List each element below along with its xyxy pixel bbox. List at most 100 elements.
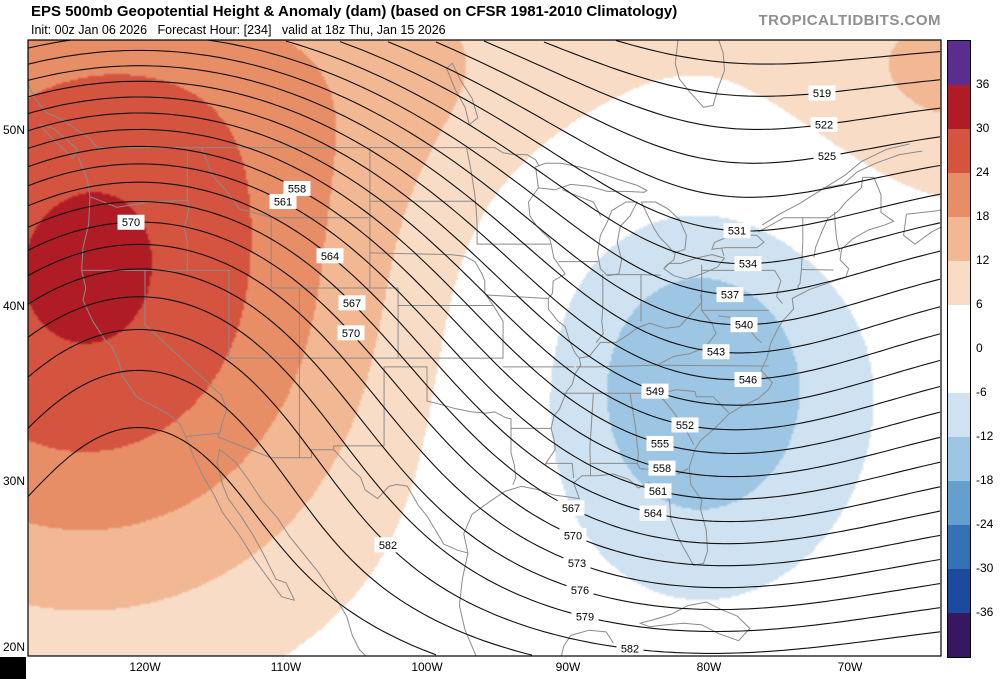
contour-line-516 [615,40,941,65]
contour-label-halo [639,505,667,521]
contour-line-549 [28,96,941,406]
contour-line-585 [28,369,533,656]
colorbar-band-0 [948,41,970,85]
contour-label-halo [716,287,744,303]
border-line [426,366,512,429]
lat-label-30N: 30N [2,474,25,488]
border-line [629,392,639,464]
contour-line-537 [28,40,941,296]
border-line [185,436,295,601]
border-line [463,220,895,566]
border-line [797,217,804,289]
border-line [800,269,834,271]
contour-line-522 [483,40,941,130]
border-line [721,248,725,256]
contour-line-588 [28,426,437,656]
colorbar-band-9 [948,481,970,525]
contour-label: 555 [651,438,669,450]
border-line [656,309,717,366]
colorbar-band-3 [948,173,970,217]
contour-line-540 [28,49,941,326]
contour-label: 552 [676,420,694,432]
contour-line-543 [28,65,941,354]
contour-label-halo [644,483,672,499]
contour-line-564 [28,181,941,523]
border-line [822,150,923,189]
colorbar-band-2 [948,129,970,173]
lon-label-120W: 120W [129,660,161,674]
border-line [576,364,658,368]
border-line [184,147,190,271]
border-line [561,189,601,217]
border-line [774,269,783,304]
contour-label: 534 [739,259,757,271]
border-line [333,448,469,554]
border-line [474,261,494,306]
contour-labels: 5195225255315345375405435465495525555585… [117,85,841,656]
geography-borders [28,40,941,656]
border-line [219,448,367,656]
border-line [597,201,638,277]
colorbar-tick--6: -6 [976,385,987,399]
height-contours [28,40,941,656]
border-line [589,392,594,477]
lon-label-90W: 90W [555,660,581,674]
border-line [185,432,272,459]
contour-label-halo [338,295,366,311]
contour-label: 564 [644,508,662,520]
border-line [494,147,540,167]
colorbar-band-5 [948,261,970,305]
border-line [578,294,703,359]
colorbar-tick-36: 36 [976,77,990,91]
colorbar-band-12 [948,613,970,657]
contour-label-halo [316,248,344,264]
colorbar [947,40,971,658]
contour-line-579 [28,296,941,633]
colorbar-tick-0: 0 [976,341,983,355]
contour-label-halo [723,223,751,239]
colorbar-band-1 [948,85,970,129]
contour-label-halo [571,609,599,625]
border-line [78,157,187,438]
border-line [656,364,769,367]
colorbar-tick-30: 30 [976,121,990,135]
border-line [333,366,385,450]
border-line [458,552,614,656]
contour-label: 549 [646,386,664,398]
border-line [510,427,517,485]
border-line [492,305,504,359]
contour-label-halo [641,383,669,399]
border-line [762,143,910,226]
border-line [144,269,222,396]
contour-label-halo [283,181,311,197]
contour-label: 564 [321,251,339,263]
colorbar-tick-6: 6 [976,297,983,311]
contour-label: 561 [649,486,667,498]
border-line [544,243,582,466]
colorbar-band-8 [948,437,970,481]
border-line [446,62,479,126]
contour-label: 582 [379,540,397,552]
border-line [711,234,765,250]
map-frame [27,39,942,657]
lat-label-50N: 50N [2,123,25,137]
colorbar-band-7 [948,393,970,437]
border-line [544,462,575,478]
lon-label-110W: 110W [270,660,302,674]
border-line [270,449,335,459]
contour-label: 540 [735,320,753,332]
lon-label-70W: 70W [837,660,863,674]
border-line [369,252,476,263]
contour-label-halo [117,214,145,230]
contour-label-halo [813,148,841,164]
colorbar-tick--30: -30 [976,561,994,575]
contour-line-573 [28,243,941,589]
colorbar-tick-24: 24 [976,165,990,179]
contour-label: 543 [707,347,725,359]
contour-label-halo [563,555,591,571]
contour-label-halo [374,537,402,553]
contour-label-halo [671,417,699,433]
contour-label: 522 [815,120,833,132]
contour-line-561 [28,163,941,500]
